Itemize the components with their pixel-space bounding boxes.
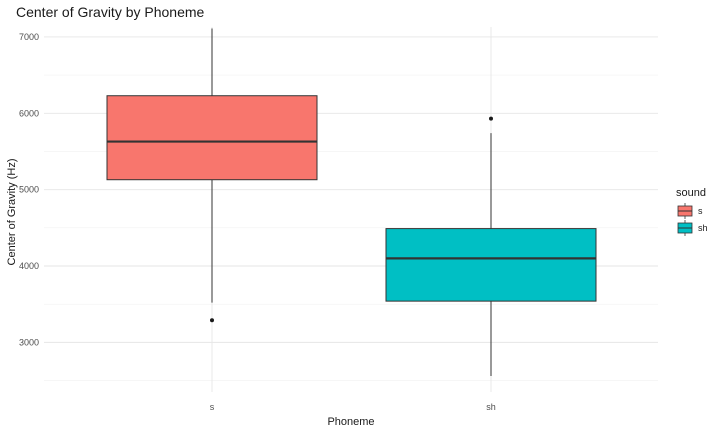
y-tick-label: 6000 [19,108,39,118]
box-s [106,28,318,323]
legend-title: sound [676,187,706,199]
y-tick-label: 4000 [19,261,39,271]
boxes [106,28,597,376]
legend-label-s: s [698,206,703,216]
box-body [106,95,318,181]
outlier-point [210,318,214,323]
y-tick-label: 5000 [19,185,39,195]
y-axis-title: Center of Gravity (Hz) [6,159,18,266]
grid-lines [44,27,658,392]
legend-label-sh: sh [698,223,708,233]
x-axis-title: Phoneme [327,416,374,428]
y-tick-label: 7000 [19,32,39,42]
y-tick-label: 3000 [19,337,39,347]
box-sh [385,116,597,376]
axis-ticks: 3000 4000 5000 6000 7000 s sh [19,32,496,412]
legend: sound s sh [676,187,708,236]
chart-title: Center of Gravity by Phoneme [16,4,205,20]
x-tick-label: s [210,402,215,412]
x-tick-label: sh [486,402,496,412]
box-body [385,228,597,302]
outlier-point [489,116,493,121]
